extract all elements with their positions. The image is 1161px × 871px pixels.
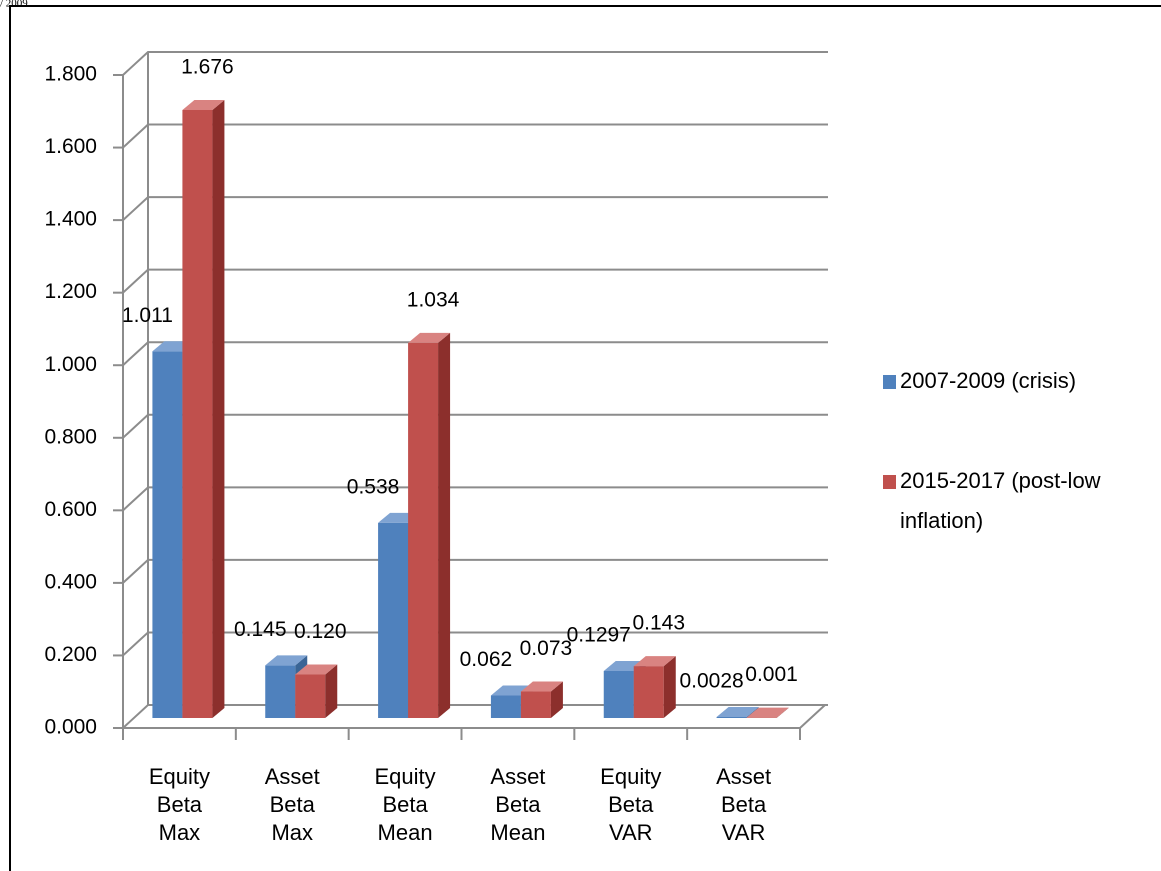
legend-label: 2015-2017 (post-low inflation) — [900, 468, 1101, 533]
x-tick-label: Asset Beta VAR — [716, 764, 771, 845]
x-tick-line: Beta — [721, 792, 767, 817]
x-tick-line: Beta — [608, 792, 654, 817]
x-tick-line: Beta — [495, 792, 541, 817]
x-tick-line: Mean — [490, 820, 545, 845]
x-tick-label: Equity Beta Max — [149, 764, 210, 845]
y-tick-label: 1.800 — [44, 63, 97, 86]
y-tick-label: 0.800 — [44, 425, 97, 448]
bar-top — [746, 707, 789, 718]
legend-line: 2015-2017 (post-low — [900, 468, 1101, 493]
bar-front — [152, 351, 183, 718]
grid-line — [122, 51, 828, 76]
x-tick-line: Equity — [600, 764, 661, 789]
bar — [408, 332, 451, 718]
bar-top — [265, 655, 308, 666]
data-label: 0.120 — [294, 620, 347, 643]
bar — [746, 707, 789, 718]
x-tick-line: VAR — [609, 820, 653, 845]
bar — [520, 681, 563, 718]
x-tick-line: Asset — [490, 764, 545, 789]
bar-top — [408, 332, 451, 343]
y-tick-label: 1.400 — [44, 208, 97, 231]
grid-line — [122, 196, 828, 221]
bar-front — [182, 109, 213, 719]
y-tick-label: 0.600 — [44, 498, 97, 521]
bar-side — [776, 707, 789, 718]
data-label: 0.062 — [460, 648, 513, 671]
bar-top — [633, 656, 676, 667]
bar — [633, 656, 676, 718]
bar-top — [716, 706, 759, 717]
grid-line — [122, 341, 828, 366]
y-tick-label: 1.200 — [44, 280, 97, 303]
x-tick-line: Max — [159, 820, 201, 845]
grid-line — [122, 123, 828, 149]
data-label: 0.001 — [745, 663, 798, 686]
x-tick-line: Asset — [716, 764, 771, 789]
bar-top — [182, 99, 225, 110]
data-label: 0.143 — [632, 612, 685, 635]
bar-side — [550, 681, 563, 718]
bar-front — [265, 665, 296, 718]
legend-swatch — [883, 375, 896, 389]
x-tick-label: Equity Beta VAR — [600, 764, 661, 845]
legend-swatch — [883, 475, 896, 489]
data-label: 0.145 — [234, 618, 287, 641]
data-label: 0.073 — [520, 637, 573, 660]
y-tick-label: 0.200 — [44, 643, 97, 666]
legend-label: 2007-2009 (crisis) — [900, 368, 1076, 393]
y-tick-label: 1.000 — [44, 353, 97, 376]
x-tick-line: Mean — [378, 820, 433, 845]
y-tick-label: 0.000 — [44, 716, 97, 739]
grid-line — [122, 704, 828, 729]
bar-front — [408, 342, 439, 718]
data-label: 0.0028 — [679, 670, 743, 693]
x-tick-line: Asset — [265, 764, 320, 789]
bar-top — [520, 681, 563, 692]
grid-line — [122, 558, 828, 584]
x-tick-line: Beta — [270, 792, 316, 817]
x-tick-label: Equity Beta Mean — [375, 764, 436, 845]
bar-side — [212, 99, 225, 719]
x-tick-label: Asset Beta Max — [265, 764, 320, 845]
grid-line — [122, 413, 828, 439]
data-label: 0.538 — [347, 475, 400, 498]
grid-line — [122, 486, 828, 512]
legend-line: inflation) — [900, 508, 983, 533]
grid-line — [122, 631, 828, 657]
y-tick-label: 0.400 — [44, 570, 97, 593]
bar — [182, 99, 225, 719]
bar-side — [325, 664, 338, 718]
bar-front — [295, 674, 326, 718]
x-tick-label: Asset Beta Mean — [490, 764, 545, 845]
bar — [295, 664, 338, 718]
bar-front — [603, 670, 634, 718]
x-tick-line: Equity — [149, 764, 210, 789]
y-tick-label: 1.600 — [44, 135, 97, 158]
data-label: 1.676 — [181, 56, 234, 79]
bar-top — [295, 664, 338, 675]
x-tick-line: Equity — [375, 764, 436, 789]
bar-front — [716, 716, 747, 718]
bar-side — [438, 332, 451, 718]
x-tick-line: Max — [271, 820, 313, 845]
bar-front — [490, 695, 521, 718]
bar-front — [633, 666, 664, 718]
annotation: / 2009 — [0, 0, 28, 10]
data-label: 1.011 — [122, 304, 173, 327]
bar-front — [520, 691, 551, 718]
bar-front — [378, 522, 409, 718]
grid-line — [122, 268, 828, 294]
data-label: 0.1297 — [567, 623, 631, 646]
x-tick-line: VAR — [722, 820, 766, 845]
x-tick-line: Beta — [157, 792, 203, 817]
x-tick-line: Beta — [382, 792, 428, 817]
bar-side — [663, 656, 676, 718]
data-label: 1.034 — [407, 288, 460, 311]
frame — [9, 5, 1161, 871]
